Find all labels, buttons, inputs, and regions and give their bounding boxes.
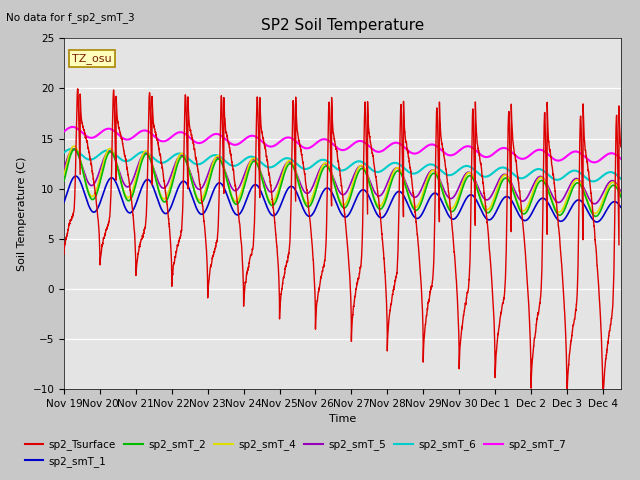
Text: No data for f_sp2_smT_3: No data for f_sp2_smT_3 — [6, 12, 135, 23]
Y-axis label: Soil Temperature (C): Soil Temperature (C) — [17, 156, 27, 271]
Text: TZ_osu: TZ_osu — [72, 53, 112, 64]
Title: SP2 Soil Temperature: SP2 Soil Temperature — [260, 18, 424, 33]
Legend: sp2_Tsurface, sp2_smT_1, sp2_smT_2, sp2_smT_4, sp2_smT_5, sp2_smT_6, sp2_smT_7: sp2_Tsurface, sp2_smT_1, sp2_smT_2, sp2_… — [25, 440, 566, 467]
X-axis label: Time: Time — [329, 414, 356, 424]
